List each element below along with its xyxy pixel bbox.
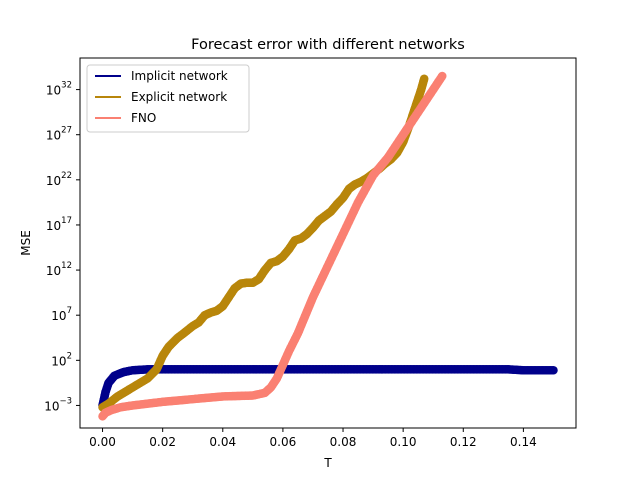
plot-markers (98, 71, 558, 421)
x-tick-label: 0.06 (270, 435, 297, 449)
y-tick-label: 102 (51, 351, 72, 368)
plot-frame (79, 57, 577, 429)
legend-label-fno: FNO (131, 111, 156, 125)
x-tick-label: 0.12 (450, 435, 477, 449)
y-tick-label: 1012 (46, 261, 72, 278)
x-tick-label: 0.10 (390, 435, 417, 449)
series-1-markers (98, 365, 558, 410)
legend: Implicit network Explicit network FNO (86, 64, 250, 133)
data-point (419, 74, 429, 84)
y-tick-label: 1032 (46, 81, 72, 98)
y-axis-ticks: 10−3 102 107 1012 1017 1022 1027 1032 (44, 81, 80, 413)
legend-label-implicit: Implicit network (131, 69, 228, 83)
y-tick-label: 10−3 (44, 396, 72, 413)
legend-box (86, 64, 250, 133)
data-point (437, 71, 447, 81)
y-tick-label: 1017 (46, 216, 72, 233)
y-tick-label: 1027 (46, 126, 72, 143)
x-tick-label: 0.04 (209, 435, 236, 449)
x-axis-ticks: 0.00 0.02 0.04 0.06 0.08 0.10 0.12 0.14 (89, 428, 537, 449)
x-tick-label: 0.02 (149, 435, 176, 449)
x-axis-label: T (323, 456, 332, 470)
y-tick-label: 107 (51, 306, 72, 323)
y-axis-label: MSE (19, 230, 33, 256)
x-tick-label: 0.08 (330, 435, 357, 449)
y-tick-label: 1022 (46, 171, 72, 188)
series-3-markers (98, 71, 447, 421)
x-tick-label: 0.00 (89, 435, 116, 449)
data-point (549, 365, 558, 375)
legend-label-explicit: Explicit network (131, 90, 227, 104)
x-tick-label: 0.14 (510, 435, 537, 449)
chart-title: Forecast error with different networks (191, 37, 465, 53)
